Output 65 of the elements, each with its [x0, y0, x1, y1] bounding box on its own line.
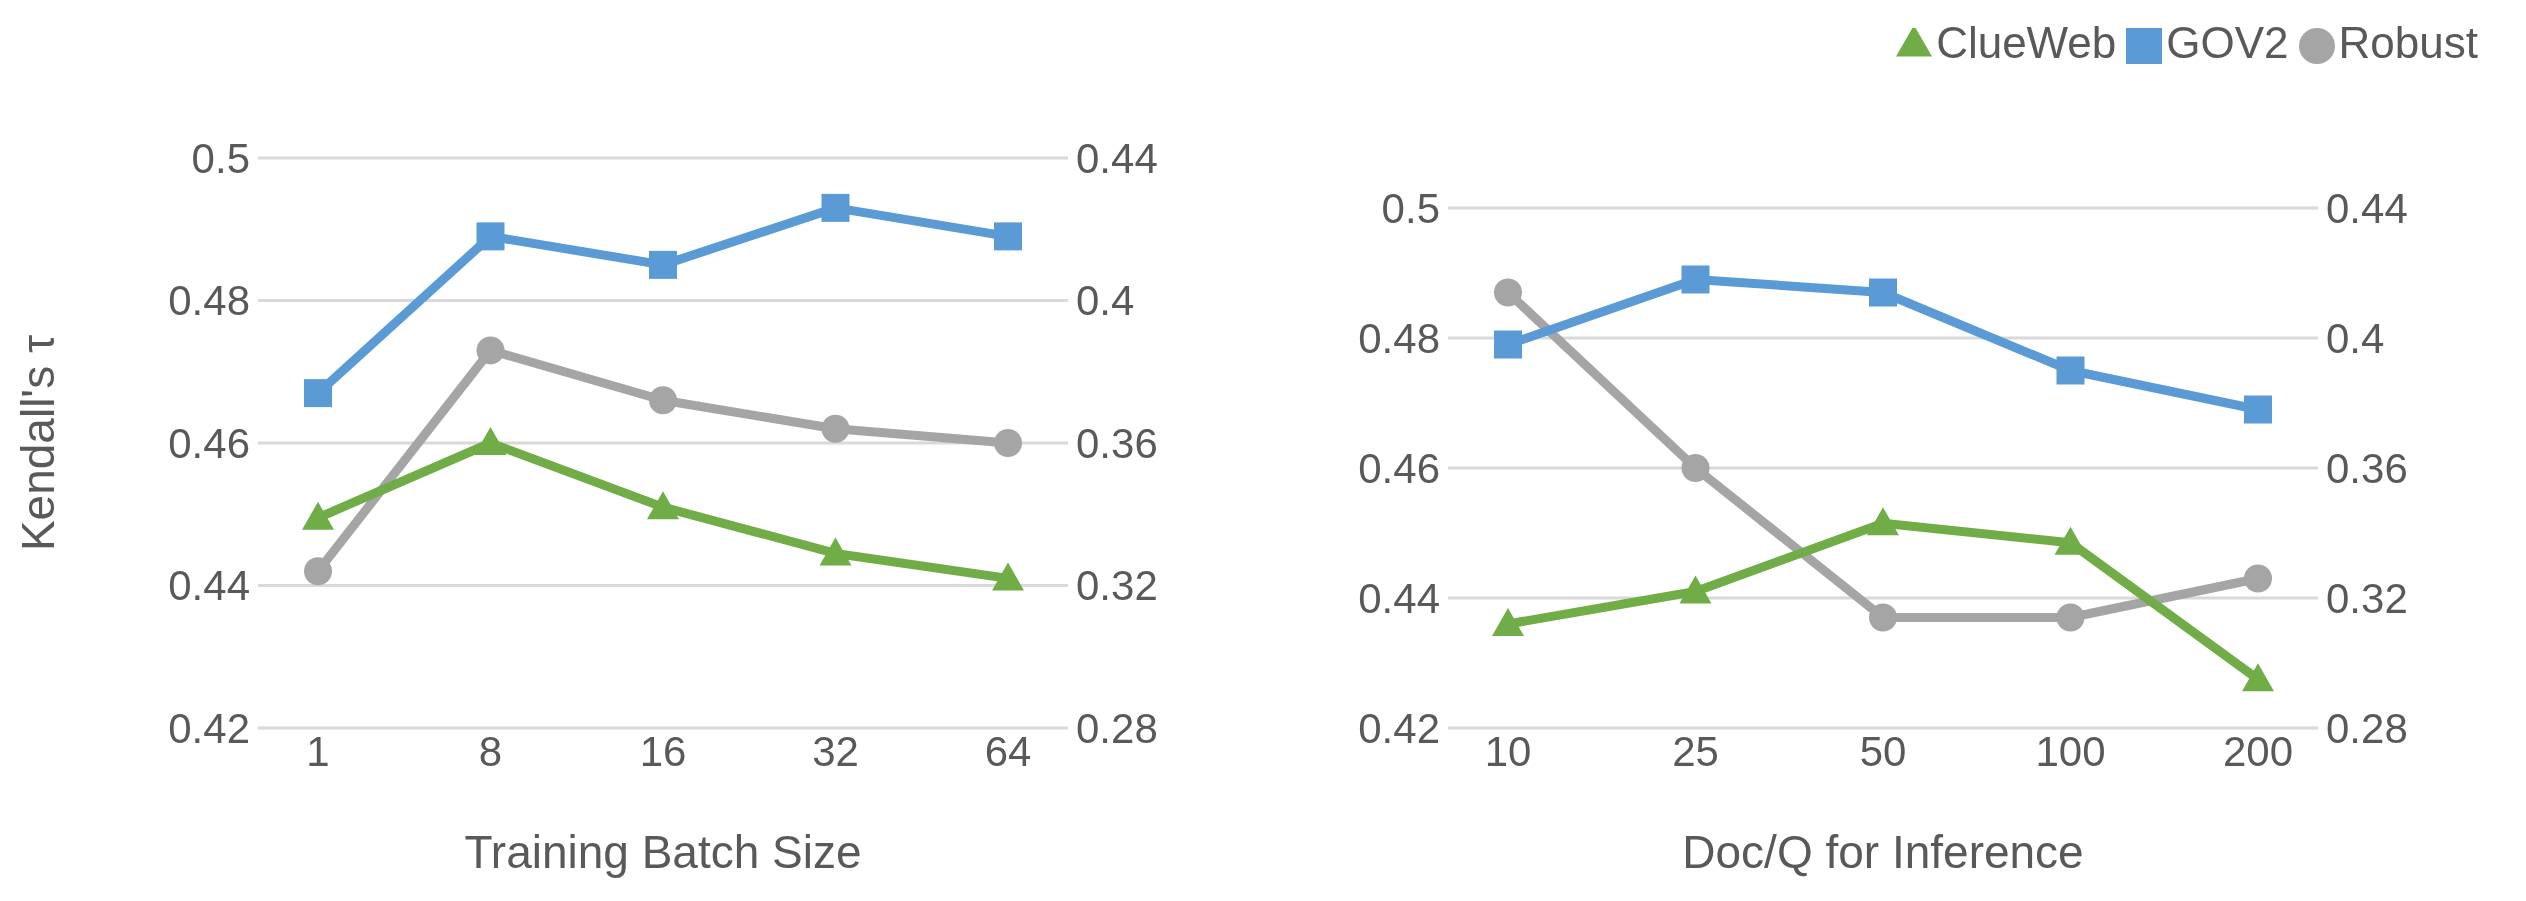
- point: [821, 414, 850, 443]
- point: [2244, 564, 2272, 593]
- point: [1494, 330, 1522, 359]
- y-tick-label: 0.42: [168, 704, 250, 752]
- point: [994, 429, 1022, 457]
- x-tick-label: 25: [1672, 727, 1719, 775]
- y2-tick-label: 0.36: [2326, 444, 2408, 492]
- legend-label: Robust: [2338, 18, 2478, 67]
- y2-tick-label: 0.44: [2326, 184, 2408, 232]
- point: [304, 379, 332, 408]
- y-tick-label: 0.48: [1358, 314, 1440, 362]
- point: [1681, 265, 1710, 294]
- x-tick-label: 16: [639, 727, 687, 775]
- point: [304, 557, 332, 586]
- y2-tick-label: 0.32: [1076, 562, 1158, 610]
- y-tick-label: 0.46: [1358, 444, 1440, 492]
- y-tick-label: 0.42: [1358, 704, 1440, 752]
- point: [1494, 278, 1522, 307]
- y-tick-label: 0.5: [191, 134, 250, 182]
- point: [1869, 278, 1897, 307]
- x-tick-label: 64: [984, 727, 1032, 775]
- point: [994, 222, 1022, 251]
- y-axis-title: Kendall's τ: [12, 334, 65, 552]
- legend-label: ClueWeb: [1936, 18, 2117, 67]
- point: [2056, 603, 2085, 632]
- y-tick-label: 0.46: [168, 419, 250, 467]
- x-tick-label: 200: [2222, 727, 2294, 775]
- x-tick-label: 10: [1484, 727, 1532, 775]
- point: [1679, 575, 1712, 604]
- point: [647, 491, 679, 520]
- legend-label: GOV2: [2166, 18, 2289, 67]
- point: [992, 562, 1024, 591]
- point: [649, 250, 677, 279]
- point: [1492, 608, 1524, 636]
- y2-tick-label: 0.28: [1076, 704, 1158, 752]
- point: [819, 537, 852, 566]
- point: [2056, 356, 2085, 385]
- point: [2242, 663, 2274, 692]
- x-axis-title: Doc/Q for Inference: [1682, 826, 2084, 878]
- x-tick-label: 8: [478, 727, 503, 775]
- point: [476, 336, 505, 365]
- y-tick-label: 0.44: [1358, 574, 1440, 622]
- y2-tick-label: 0.4: [1076, 277, 1135, 325]
- x-axis-title: Training Batch Size: [464, 826, 862, 878]
- y2-tick-label: 0.32: [2326, 574, 2408, 622]
- y2-tick-label: 0.36: [1076, 419, 1158, 467]
- point: [2244, 395, 2272, 424]
- x-tick-label: 32: [812, 727, 859, 775]
- y2-tick-label: 0.44: [1076, 134, 1158, 182]
- point: [476, 222, 505, 251]
- x-tick-label: 1: [306, 727, 330, 775]
- point: [1681, 454, 1710, 482]
- point: [302, 501, 334, 530]
- point: [1869, 603, 1897, 632]
- y2-tick-label: 0.28: [2326, 704, 2408, 752]
- point: [474, 427, 507, 455]
- y2-tick-label: 0.4: [2326, 314, 2385, 362]
- point: [649, 386, 677, 415]
- y-tick-label: 0.48: [168, 277, 250, 325]
- point: [1867, 507, 1899, 536]
- y-tick-label: 0.5: [1381, 184, 1440, 232]
- x-tick-label: 50: [1859, 727, 1907, 775]
- point: [821, 193, 850, 222]
- y-tick-label: 0.44: [168, 562, 250, 610]
- x-tick-label: 100: [2035, 727, 2106, 775]
